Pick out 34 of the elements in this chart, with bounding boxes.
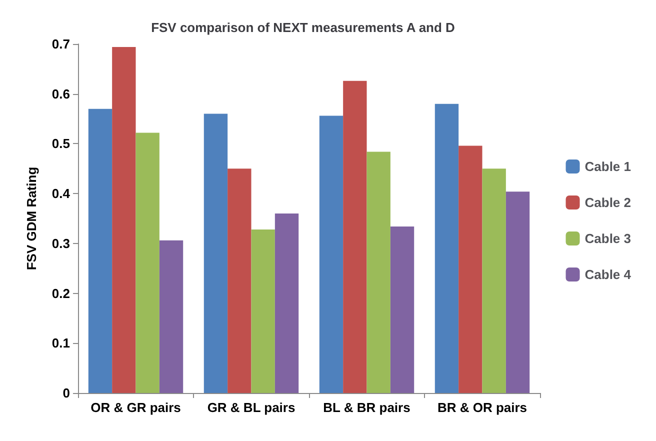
y-tick-label: 0.7 (52, 36, 70, 52)
x-tick-label: GR & BL pairs (207, 400, 296, 415)
y-tick-label: 0.1 (52, 336, 70, 351)
bar (112, 46, 136, 393)
x-tick-label: BL & BR pairs (323, 400, 410, 415)
bar (228, 168, 252, 393)
y-tick-label: 0.6 (52, 86, 70, 102)
y-tick-label: 0.3 (52, 236, 70, 251)
bar (274, 214, 299, 393)
bar (458, 146, 482, 393)
y-tick-label: 0 (62, 386, 70, 400)
bar (319, 116, 344, 393)
bar (506, 192, 530, 393)
bar (88, 108, 112, 393)
bar (204, 114, 228, 393)
bar (159, 240, 184, 393)
x-tick-label: OR & GR pairs (90, 400, 181, 415)
bar (136, 132, 160, 393)
y-axis-title: FSV GDM Rating (24, 166, 39, 270)
bar (251, 229, 275, 393)
chart-title: FSV comparison of NEXT measurements A and D (151, 20, 455, 35)
bar (366, 152, 390, 393)
y-tick-label: 0.2 (52, 286, 70, 301)
legend-label: Cable 2 (584, 195, 632, 210)
legend-label: Cable 3 (584, 231, 632, 246)
bar (434, 104, 459, 393)
bar (343, 80, 367, 393)
y-tick-label: 0.5 (52, 136, 70, 152)
x-tick-label: BR & OR pairs (437, 400, 528, 415)
y-tick-label: 0.4 (52, 186, 71, 202)
legend-label: Cable 1 (584, 159, 632, 174)
legend-label: Cable 4 (584, 267, 632, 282)
bar (390, 226, 414, 393)
bar (482, 168, 506, 393)
